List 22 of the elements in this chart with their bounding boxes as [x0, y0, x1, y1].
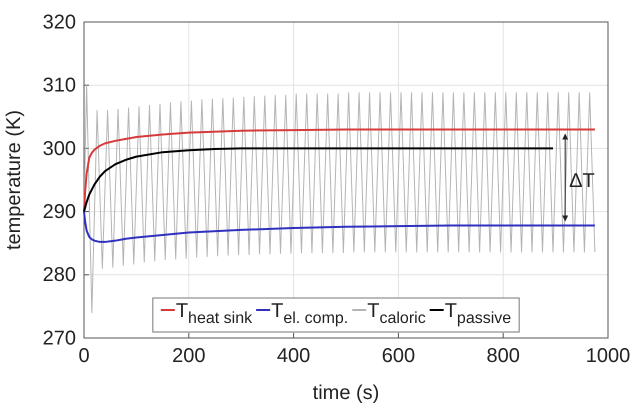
- x-tick-label: 800: [486, 345, 520, 368]
- line-series: [83, 147, 554, 213]
- y-tick-label: 270: [42, 327, 76, 350]
- y-tick-label: 310: [42, 74, 76, 97]
- line-series: [83, 128, 596, 213]
- line-series: [83, 210, 596, 243]
- y-axis-title: temperature (K): [3, 110, 25, 250]
- y-tick-label: 280: [42, 264, 76, 286]
- annotation: ΔT: [569, 170, 595, 192]
- x-tick-label: 600: [382, 345, 416, 368]
- x-tick-label: 400: [276, 345, 310, 368]
- legend-label: T$_{caloric}$: [367, 300, 426, 327]
- y-tick-label: 290: [42, 201, 76, 223]
- legend-label: T$_{el. comp.}$: [271, 300, 348, 327]
- y-tick-label: 300: [42, 138, 76, 160]
- x-axis-title: time (s): [312, 382, 380, 403]
- y-tick-label: 320: [42, 11, 76, 34]
- legend-label: T$_{passive}$: [444, 300, 512, 327]
- x-tick-label: 1000: [586, 345, 630, 368]
- legend-label: T$_{heat sink}$: [176, 300, 254, 327]
- x-tick-label: 0: [78, 345, 90, 368]
- x-tick-label: 200: [172, 345, 206, 368]
